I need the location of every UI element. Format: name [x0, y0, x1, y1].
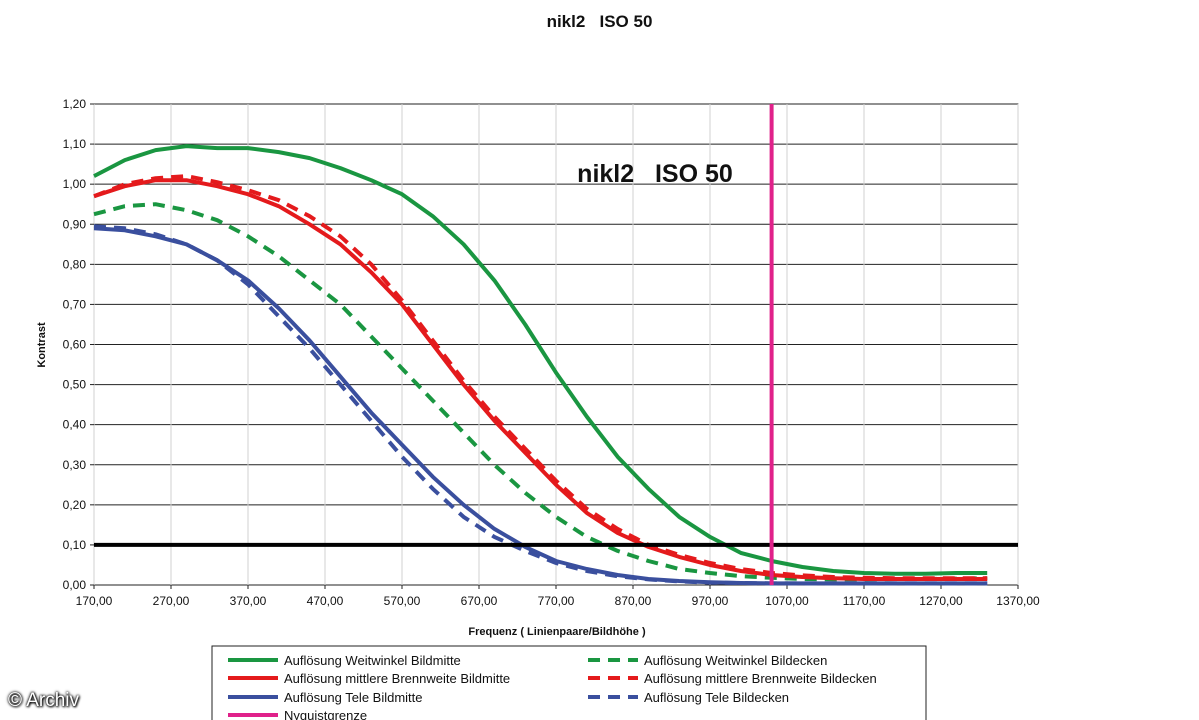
y-tick-label: 0,70: [63, 297, 87, 311]
x-tick-label: 670,00: [461, 594, 498, 608]
x-axis-ticks: 170,00 270,00 370,00 470,00 570,00 670,00 770,…: [76, 585, 1040, 608]
x-tick-label: 870,00: [615, 594, 652, 608]
y-tick-label: 0,50: [63, 378, 87, 392]
x-tick-label: 570,00: [384, 594, 421, 608]
archive-watermark: © Archiv: [8, 690, 80, 711]
chart-title: nikl2 ISO 50: [546, 12, 653, 31]
reference-lines: [94, 104, 1018, 585]
series-line: [93, 226, 988, 586]
y-axis-ticks: 0,00 0,10 0,20 0,30 0,40 0,50 0,60 0,70 0,80 0,90…: [63, 97, 94, 592]
y-tick-label: 1,00: [63, 177, 87, 191]
legend-label: Auflösung Weitwinkel Bildecken: [644, 653, 827, 668]
y-tick-label: 0,40: [63, 418, 87, 432]
y-tick-label: 1,10: [63, 137, 87, 151]
legend-label: Auflösung Weitwinkel Bildmitte: [284, 653, 461, 668]
y-tick-label: 0,00: [63, 578, 87, 592]
series-line: [93, 224, 988, 586]
legend-label: Auflösung Tele Bildecken: [644, 690, 789, 705]
x-tick-label: 1270,00: [919, 594, 963, 608]
series-line: [93, 174, 988, 581]
x-tick-label: 1170,00: [843, 594, 886, 608]
x-tick-label: 470,00: [307, 594, 344, 608]
series-line: [93, 178, 988, 581]
legend-label: Auflösung Tele Bildmitte: [284, 690, 423, 705]
series-lines: [93, 144, 988, 586]
grid-lines: [93, 103, 1019, 586]
y-tick-label: 1,20: [63, 97, 87, 111]
y-tick-label: 0,60: [63, 338, 87, 352]
x-tick-label: 770,00: [538, 594, 575, 608]
y-tick-label: 0,20: [63, 498, 87, 512]
y-tick-label: 0,90: [63, 217, 87, 231]
legend-label: Auflösung mittlere Brennweite Bildmitte: [284, 671, 510, 686]
legend-box: [211, 645, 927, 720]
y-tick-label: 0,80: [63, 257, 87, 271]
x-tick-label: 1070,00: [765, 594, 809, 608]
plot-inner-title: nikl2 ISO 50: [577, 160, 733, 188]
series-line: [93, 144, 988, 576]
y-tick-label: 0,10: [63, 538, 87, 552]
x-tick-label: 1370,00: [996, 594, 1040, 608]
x-axis-label: Frequenz ( Linienpaare/Bildhöhe ): [468, 626, 646, 638]
series-line: [93, 202, 988, 582]
y-tick-label: 0,30: [63, 458, 87, 472]
x-tick-label: 970,00: [692, 594, 729, 608]
x-tick-label: 170,00: [76, 594, 113, 608]
y-axis-label: Kontrast: [36, 322, 48, 368]
x-tick-label: 370,00: [230, 594, 267, 608]
x-tick-label: 270,00: [153, 594, 190, 608]
legend-label: Auflösung mittlere Brennweite Bildecken: [644, 671, 877, 686]
legend-label: Nyquistgrenze: [284, 708, 367, 720]
legend: Auflösung Weitwinkel Bildmitte Auflösung …: [211, 645, 927, 720]
